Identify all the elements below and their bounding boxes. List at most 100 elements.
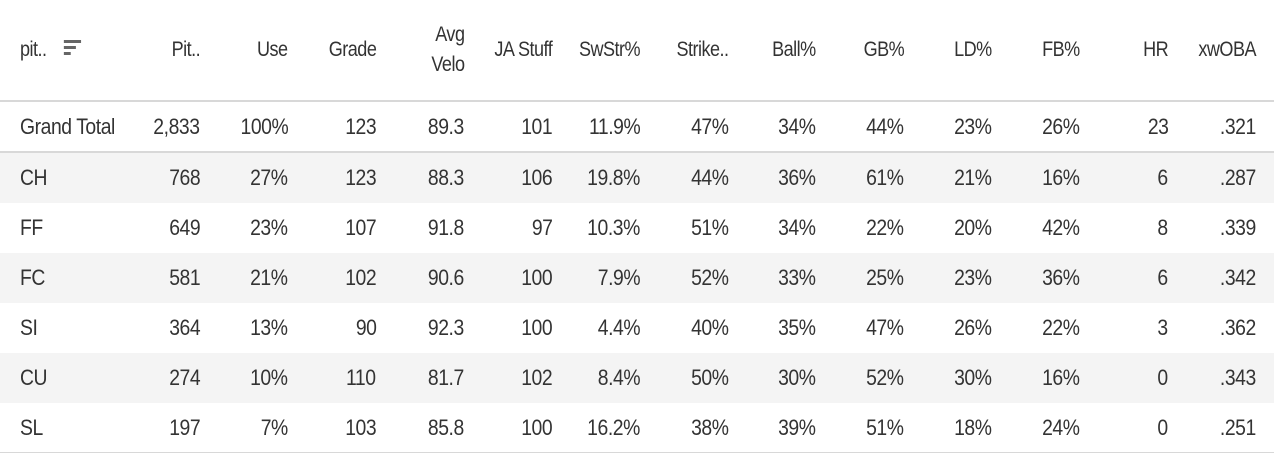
- cell-avg-velo: 88.3: [428, 165, 464, 190]
- cell-ball: 39%: [778, 414, 817, 440]
- column-header-use[interactable]: Use: [257, 38, 288, 61]
- cell-strike: 44%: [691, 165, 730, 190]
- column-header-ball[interactable]: Ball%: [772, 38, 816, 61]
- cell-fb: 26%: [1042, 113, 1081, 139]
- cell-use: 7%: [260, 414, 289, 440]
- cell-xwoba: .251: [1220, 414, 1256, 440]
- cell-hr: 6: [1157, 165, 1169, 190]
- cell-avg-velo: 91.8: [428, 215, 464, 240]
- cell-ja-stuff: 101: [521, 113, 552, 139]
- cell-ball: 35%: [778, 315, 817, 340]
- cell-ball: 36%: [778, 165, 817, 190]
- cell-xwoba: .287: [1220, 165, 1256, 190]
- cell-pitch: SL: [20, 414, 43, 440]
- cell-use: 23%: [250, 215, 289, 240]
- column-header-grade[interactable]: Grade: [328, 38, 376, 61]
- cell-ld: 20%: [954, 215, 993, 240]
- cell-fb: 36%: [1042, 265, 1081, 290]
- cell-strike: 51%: [691, 215, 730, 240]
- table-row[interactable]: CH 768 27% 123 88.3 106 19.8% 44% 36% 61% 21% 16% 6.…: [0, 153, 1274, 203]
- cell-ld: 26%: [954, 315, 993, 340]
- cell-gb: 61%: [866, 165, 905, 190]
- cell-strike: 47%: [691, 113, 730, 139]
- cell-xwoba: .362: [1220, 315, 1256, 340]
- cell-ld: 18%: [954, 414, 993, 440]
- cell-fb: 24%: [1042, 414, 1081, 440]
- column-header-swstr[interactable]: SwStr%: [578, 38, 641, 61]
- cell-ja-stuff: 100: [521, 315, 552, 340]
- cell-avg-velo: 92.3: [428, 315, 464, 340]
- cell-xwoba: .321: [1220, 113, 1256, 139]
- cell-xwoba: .342: [1220, 265, 1256, 290]
- column-header-label: pit..: [20, 38, 47, 61]
- sort-descending-icon[interactable]: [63, 40, 81, 56]
- cell-pitches: 274: [169, 365, 200, 390]
- cell-pitches: 364: [169, 315, 200, 340]
- cell-hr: 8: [1157, 215, 1169, 240]
- table-body: Grand Total 2,833 100% 123 89.3 101 11.9% 47% 34…: [0, 102, 1274, 453]
- cell-hr: 0: [1157, 365, 1169, 390]
- cell-pitch: CH: [20, 165, 48, 190]
- table-row[interactable]: SI 364 13% 90 92.3 100 4.4% 40% 35% 47% 26% 22% 3 .36…: [0, 303, 1274, 353]
- cell-ja-stuff: 106: [521, 165, 552, 190]
- cell-gb: 51%: [866, 414, 905, 440]
- column-header-fb[interactable]: FB%: [1042, 38, 1080, 61]
- cell-fb: 16%: [1042, 365, 1081, 390]
- cell-hr: 0: [1157, 414, 1169, 440]
- column-header-hr[interactable]: HR: [1142, 38, 1169, 61]
- column-header-ld[interactable]: LD%: [954, 38, 992, 61]
- cell-grade: 102: [345, 265, 376, 290]
- cell-ball: 34%: [778, 215, 817, 240]
- cell-ja-stuff: 100: [521, 265, 552, 290]
- cell-pitch: Grand Total: [20, 113, 115, 139]
- cell-ja-stuff: 97: [531, 215, 552, 240]
- cell-grade: 110: [346, 365, 376, 390]
- cell-pitch: SI: [20, 315, 38, 340]
- table-row-grand-total[interactable]: Grand Total 2,833 100% 123 89.3 101 11.9% 47% 34…: [0, 102, 1274, 153]
- cell-xwoba: .343: [1220, 365, 1256, 390]
- cell-swstr: 11.9%: [588, 113, 641, 139]
- cell-pitches: 2,833: [153, 113, 201, 139]
- table-row[interactable]: SL 197 7% 103 85.8 100 16.2% 38% 39% 51% 18% 24% 0 .2…: [0, 403, 1274, 453]
- cell-pitches: 768: [169, 165, 200, 190]
- cell-ball: 34%: [778, 113, 817, 139]
- cell-gb: 22%: [866, 215, 905, 240]
- cell-fb: 42%: [1042, 215, 1081, 240]
- column-header-avg-velo[interactable]: Avg Velo: [430, 23, 465, 76]
- cell-fb: 22%: [1042, 315, 1081, 340]
- cell-avg-velo: 85.8: [428, 414, 464, 440]
- cell-avg-velo: 81.7: [428, 365, 464, 390]
- column-header-pitch[interactable]: pit..: [20, 0, 115, 100]
- column-header-strike[interactable]: Strike..: [676, 38, 730, 61]
- table-row[interactable]: CU 274 10% 110 81.7 102 8.4% 50% 30% 52% 30% 16% 0 .3…: [0, 353, 1274, 403]
- column-header-ja-stuff[interactable]: JA Stuff: [494, 38, 552, 61]
- cell-strike: 50%: [691, 365, 730, 390]
- cell-grade: 123: [345, 165, 376, 190]
- cell-hr: 3: [1157, 315, 1169, 340]
- cell-ball: 30%: [778, 365, 817, 390]
- cell-ball: 33%: [778, 265, 817, 290]
- cell-hr: 6: [1157, 265, 1169, 290]
- cell-use: 27%: [250, 165, 289, 190]
- table-header: pit.. Pit.. Use Grade Avg Velo JA Stuff …: [0, 0, 1274, 102]
- column-header-xwoba[interactable]: xwOBA: [1198, 38, 1256, 61]
- cell-ld: 21%: [954, 165, 993, 190]
- table-row[interactable]: FC 581 21% 102 90.6 100 7.9% 52% 33% 25% 23% 36% 6 .3…: [0, 253, 1274, 303]
- cell-pitch: CU: [20, 365, 48, 390]
- table-row[interactable]: FF 649 23% 107 91.8 97 10.3% 51% 34% 22% 20% 42% 8 .3…: [0, 203, 1274, 253]
- cell-ld: 30%: [954, 365, 993, 390]
- cell-hr: 23: [1147, 113, 1168, 139]
- cell-swstr: 7.9%: [597, 265, 641, 290]
- cell-swstr: 8.4%: [597, 365, 641, 390]
- cell-grade: 123: [345, 113, 376, 139]
- cell-ja-stuff: 100: [521, 414, 552, 440]
- column-header-pitches[interactable]: Pit..: [171, 38, 200, 61]
- column-header-gb[interactable]: GB%: [863, 38, 904, 61]
- cell-pitches: 197: [169, 414, 200, 440]
- cell-gb: 44%: [866, 113, 905, 139]
- cell-pitches: 581: [169, 265, 200, 290]
- cell-strike: 40%: [691, 315, 730, 340]
- cell-swstr: 10.3%: [587, 215, 640, 240]
- cell-strike: 38%: [691, 414, 730, 440]
